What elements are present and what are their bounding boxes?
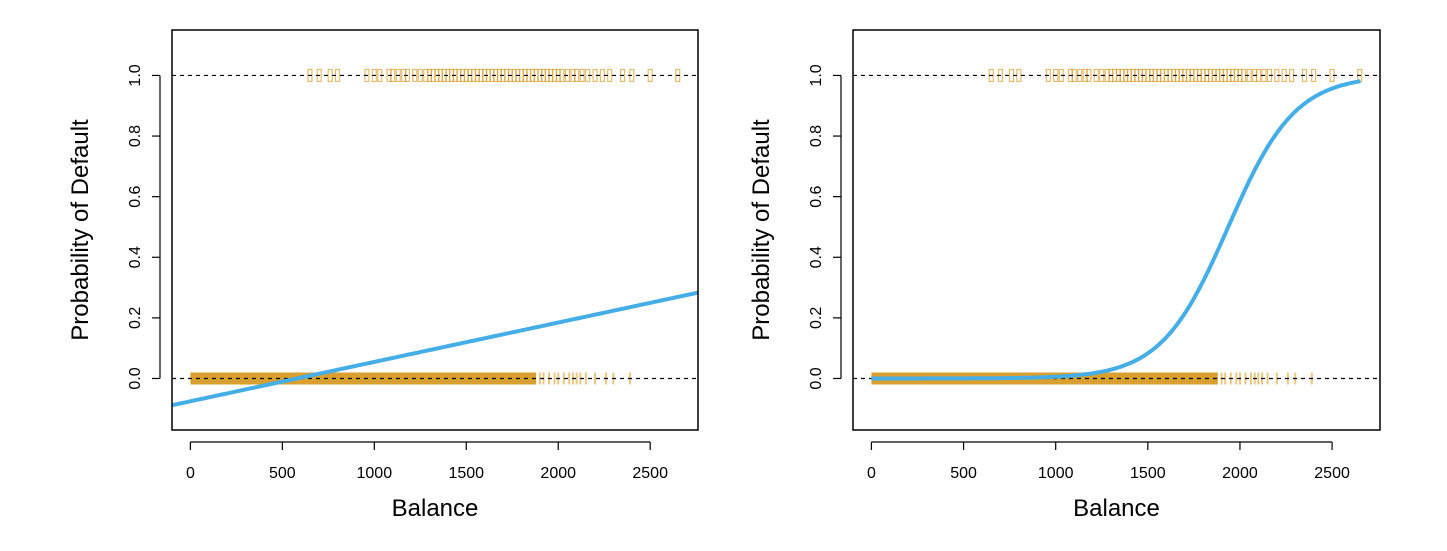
rug-mark-default	[559, 68, 565, 83]
right-panel-logistic-regression: 0 500 1000 1500 2000 2500 Balance 0.0 0.2 0.4 0.6 0…	[748, 29, 1381, 522]
x-tick-label: 1000	[1038, 465, 1074, 482]
rug-mark-default	[647, 68, 653, 83]
y-tick-label: 0.2	[808, 307, 825, 329]
rug-mark-default	[1008, 68, 1015, 83]
x-tick-label: 1500	[1130, 465, 1166, 482]
left-panel-linear-regression: 0 500 1000 1500 2000 2500 Balance 0.0 0.2 0.4 0.6 0…	[67, 29, 699, 522]
rug-mark-default	[334, 68, 341, 83]
x-tick-label: 0	[186, 465, 195, 482]
y-tick-label: 0.2	[127, 307, 144, 329]
x-axis-label: Balance	[1073, 495, 1160, 522]
fit-curve-linear	[171, 290, 699, 408]
y-tick-label: 0.8	[808, 125, 825, 147]
x-tick-label: 500	[269, 465, 296, 482]
y-axis-label: Probability of Default	[748, 119, 775, 341]
x-axis-label: Balance	[392, 495, 479, 522]
x-tick-label: 2000	[540, 465, 576, 482]
y-tick-label: 0.8	[127, 125, 144, 147]
x-tick-label: 2000	[1222, 465, 1258, 482]
plot-frame	[852, 29, 1381, 431]
y-tick-label: 1.0	[127, 64, 144, 86]
rug-mark-default	[1016, 68, 1022, 83]
x-tick-label: 1500	[448, 465, 484, 482]
x-tick-label: 2500	[632, 465, 668, 482]
rug-mark-default	[327, 68, 333, 83]
plot-frame	[171, 29, 699, 431]
y-tick-label: 0.4	[127, 246, 144, 268]
y-tick-label: 0.0	[127, 367, 144, 389]
y-tick-label: 0.0	[808, 367, 825, 389]
x-tick-label: 0	[867, 465, 876, 482]
y-tick-label: 0.6	[127, 185, 144, 207]
fit-curve-logistic	[871, 79, 1361, 381]
x-tick-label: 1000	[357, 465, 393, 482]
y-tick-label: 1.0	[808, 64, 825, 86]
rug-mark-default	[1288, 68, 1295, 83]
rug-mark-default	[607, 68, 613, 83]
y-tick-label: 0.6	[808, 185, 825, 207]
x-tick-label: 500	[950, 465, 977, 482]
y-tick-label: 0.4	[808, 246, 825, 268]
y-axis-label: Probability of Default	[67, 119, 94, 341]
rug-mark-default	[599, 68, 605, 83]
x-tick-label: 2500	[1314, 465, 1350, 482]
